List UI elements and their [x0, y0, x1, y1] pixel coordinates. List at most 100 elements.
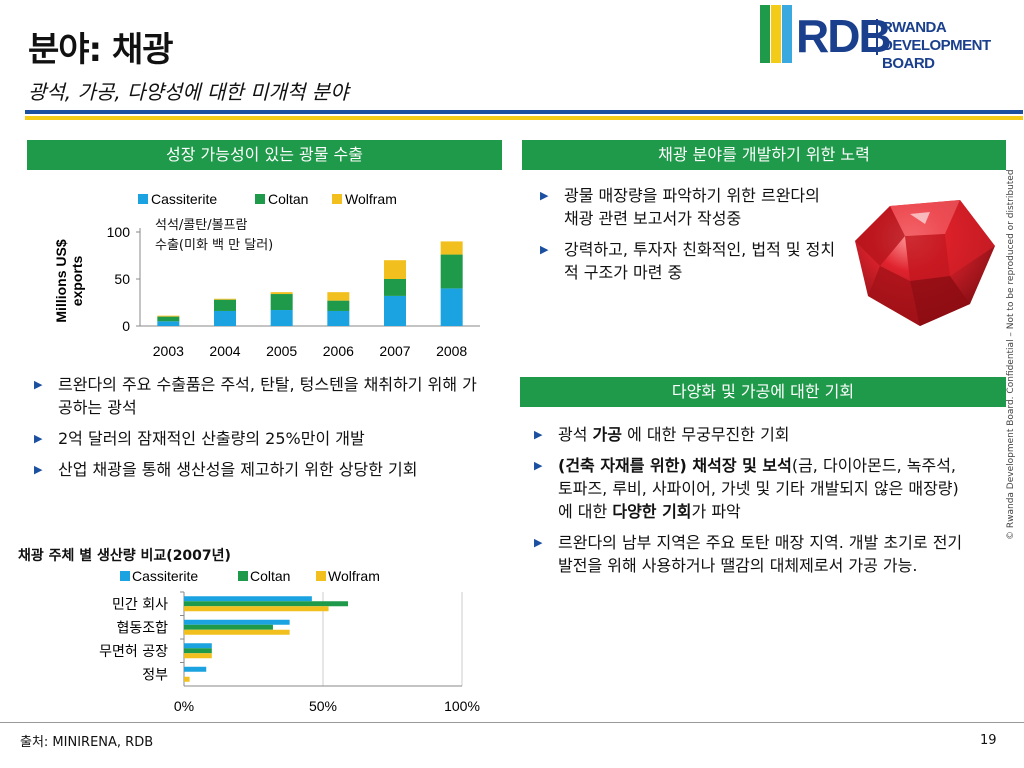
bar	[184, 653, 212, 659]
left-bullet-list: ▶ 르완다의 주요 수출품은 주석, 탄탈, 텅스텐을 채취하기 위해 가공하는 …	[32, 373, 482, 489]
bar	[184, 624, 273, 630]
bar-segment	[214, 299, 236, 311]
bar-segment	[440, 254, 463, 289]
legend-swatch	[332, 194, 342, 204]
x-tick-label: 0%	[174, 698, 194, 714]
list-item: ▶ 광물 매장량을 파악하기 위한 르완다의 채광 관련 보고서가 작성중	[540, 186, 820, 228]
x-tick-label: 50%	[309, 698, 337, 714]
bar	[184, 643, 212, 649]
x-tick-label: 2004	[209, 343, 240, 359]
y-axis-label-line1: Millions US$	[53, 239, 69, 322]
right-section-header-2: 다양화 및 가공에 대한 기회	[520, 377, 1006, 407]
logo-org-name: RWANDA DEVELOPMENT BOARD	[882, 19, 1022, 73]
footer-divider	[0, 722, 1024, 723]
page-title: 분야: 채광	[28, 30, 174, 70]
bullet-arrow-icon: ▶	[34, 432, 43, 445]
list-item: ▶ 산업 채광을 통해 생산성을 제고하기 위한 상당한 기회	[34, 460, 418, 479]
bar-segment	[270, 292, 293, 295]
bar-segment	[157, 315, 180, 317]
legend-label: Wolfram	[328, 568, 380, 584]
logo-flag-bars	[760, 5, 794, 63]
right-section-header-1: 채광 분야를 개발하기 위한 노력	[522, 140, 1006, 170]
legend-label: Coltan	[250, 568, 290, 584]
bar-segment	[270, 294, 293, 311]
y-axis-label: Millions US$exports	[53, 239, 85, 322]
bar-segment	[270, 310, 293, 326]
y-axis-label-line2: exports	[69, 256, 85, 307]
bar	[184, 676, 190, 682]
bar	[184, 666, 207, 672]
legend-swatch	[138, 194, 148, 204]
x-tick-label: 2003	[153, 343, 184, 359]
y-tick-label: 민간 회사	[112, 597, 168, 613]
page-number: 19	[980, 733, 997, 748]
bar	[184, 648, 212, 654]
list-item: ▶ 광석 가공 에 대한 무궁무진한 기회	[534, 425, 790, 444]
bullet-arrow-icon: ▶	[540, 189, 549, 202]
legend-label: Wolfram	[345, 191, 397, 207]
confidential-side-note: © Rwanda Development Board. Confidential…	[1006, 169, 1016, 540]
bar-segment	[327, 310, 350, 326]
y-tick-label: 50	[114, 271, 130, 287]
logo-line1: RWANDA	[882, 19, 947, 36]
logo-line2: DEVELOPMENT BOARD	[882, 37, 991, 72]
bar	[184, 606, 329, 612]
bullet-arrow-icon: ▶	[534, 428, 543, 441]
legend-swatch	[255, 194, 265, 204]
legend-swatch	[238, 571, 248, 581]
bar-segment	[440, 288, 463, 326]
legend-swatch	[316, 571, 326, 581]
x-tick-label: 2005	[266, 343, 297, 359]
header-rule-blue	[25, 110, 1023, 114]
page-subtitle: 광석, 가공, 다양성에 대한 미개척 분야	[28, 80, 349, 104]
y-tick-label: 협동조합	[116, 620, 168, 636]
bullet-arrow-icon: ▶	[540, 243, 549, 256]
ruby-gem-icon	[855, 200, 995, 326]
bar	[184, 629, 290, 635]
bar	[184, 596, 312, 602]
x-tick-label: 2007	[379, 343, 410, 359]
y-tick-label: 100	[107, 224, 131, 240]
bullet-arrow-icon: ▶	[34, 463, 43, 476]
bar-segment	[327, 292, 350, 301]
bullet-arrow-icon: ▶	[534, 459, 543, 472]
right-bullet-list-2: ▶ 광석 가공 에 대한 무궁무진한 기회 ▶ (건축 자재를 위한) 채석장 및 …	[532, 423, 972, 585]
chart1-annotation-line2: 수출(미화 백 만 달러)	[155, 238, 274, 253]
production-horizontal-bar-chart: Cassiterite Coltan Wolfram 0% 50% 100% 민간 회사협동…	[99, 568, 480, 714]
header-rule-yellow	[25, 116, 1023, 120]
legend-swatch	[120, 571, 130, 581]
legend-label: Cassiterite	[132, 568, 198, 584]
bar-segment	[384, 260, 406, 279]
bar-segment	[384, 295, 406, 326]
left-section-header: 성장 가능성이 있는 광물 수출	[27, 140, 502, 170]
y-tick-label: 무면허 공장	[99, 644, 168, 660]
legend-label: Coltan	[268, 191, 308, 207]
legend-label: Cassiterite	[151, 191, 217, 207]
list-item: ▶ (건축 자재를 위한) 채석장 및 보석(금, 다이아몬드, 녹주석, 토파즈…	[534, 456, 959, 521]
x-tick-label: 2008	[436, 343, 467, 359]
logo-rdb-text: RDB	[796, 10, 892, 62]
bullet-arrow-icon: ▶	[534, 536, 543, 549]
bar-segment	[157, 321, 180, 326]
footer-source: 출처: MINIRENA, RDB	[20, 735, 154, 750]
right-bullet-list-1: ▶ 광물 매장량을 파악하기 위한 르완다의 채광 관련 보고서가 작성중 ▶ 강력…	[538, 184, 838, 292]
chart2-title: 채광 주체 별 생산량 비교(2007년)	[18, 548, 231, 564]
list-item: ▶ 2억 달러의 잠재적인 산출량의 25%만이 개발	[34, 429, 365, 448]
chart1-annotation-line1: 석석/콜탄/볼프람	[155, 218, 248, 233]
bar	[184, 601, 349, 607]
export-stacked-bar-chart: Cassiterite Coltan Wolfram Millions US$expo…	[53, 191, 480, 359]
bar-segment	[384, 279, 406, 296]
bar-segment	[214, 310, 236, 326]
x-tick-label: 100%	[444, 698, 480, 714]
y-tick-label: 정부	[142, 667, 168, 683]
bar	[184, 619, 290, 625]
logo-separator	[876, 19, 878, 55]
rdb-logo: RDB RWANDA DEVELOPMENT BOARD	[760, 5, 1022, 72]
bar-segment	[214, 298, 236, 300]
y-tick-label: 0	[122, 318, 130, 334]
list-item: ▶ 르완다의 남부 지역은 주요 토탄 매장 지역. 개발 초기로 전기 발전을 …	[534, 533, 963, 575]
bar-segment	[157, 316, 180, 322]
x-tick-label: 2006	[323, 343, 354, 359]
chart1-annotation: 석석/콜탄/볼프람 수출(미화 백 만 달러)	[155, 216, 274, 256]
bar-segment	[440, 241, 463, 255]
